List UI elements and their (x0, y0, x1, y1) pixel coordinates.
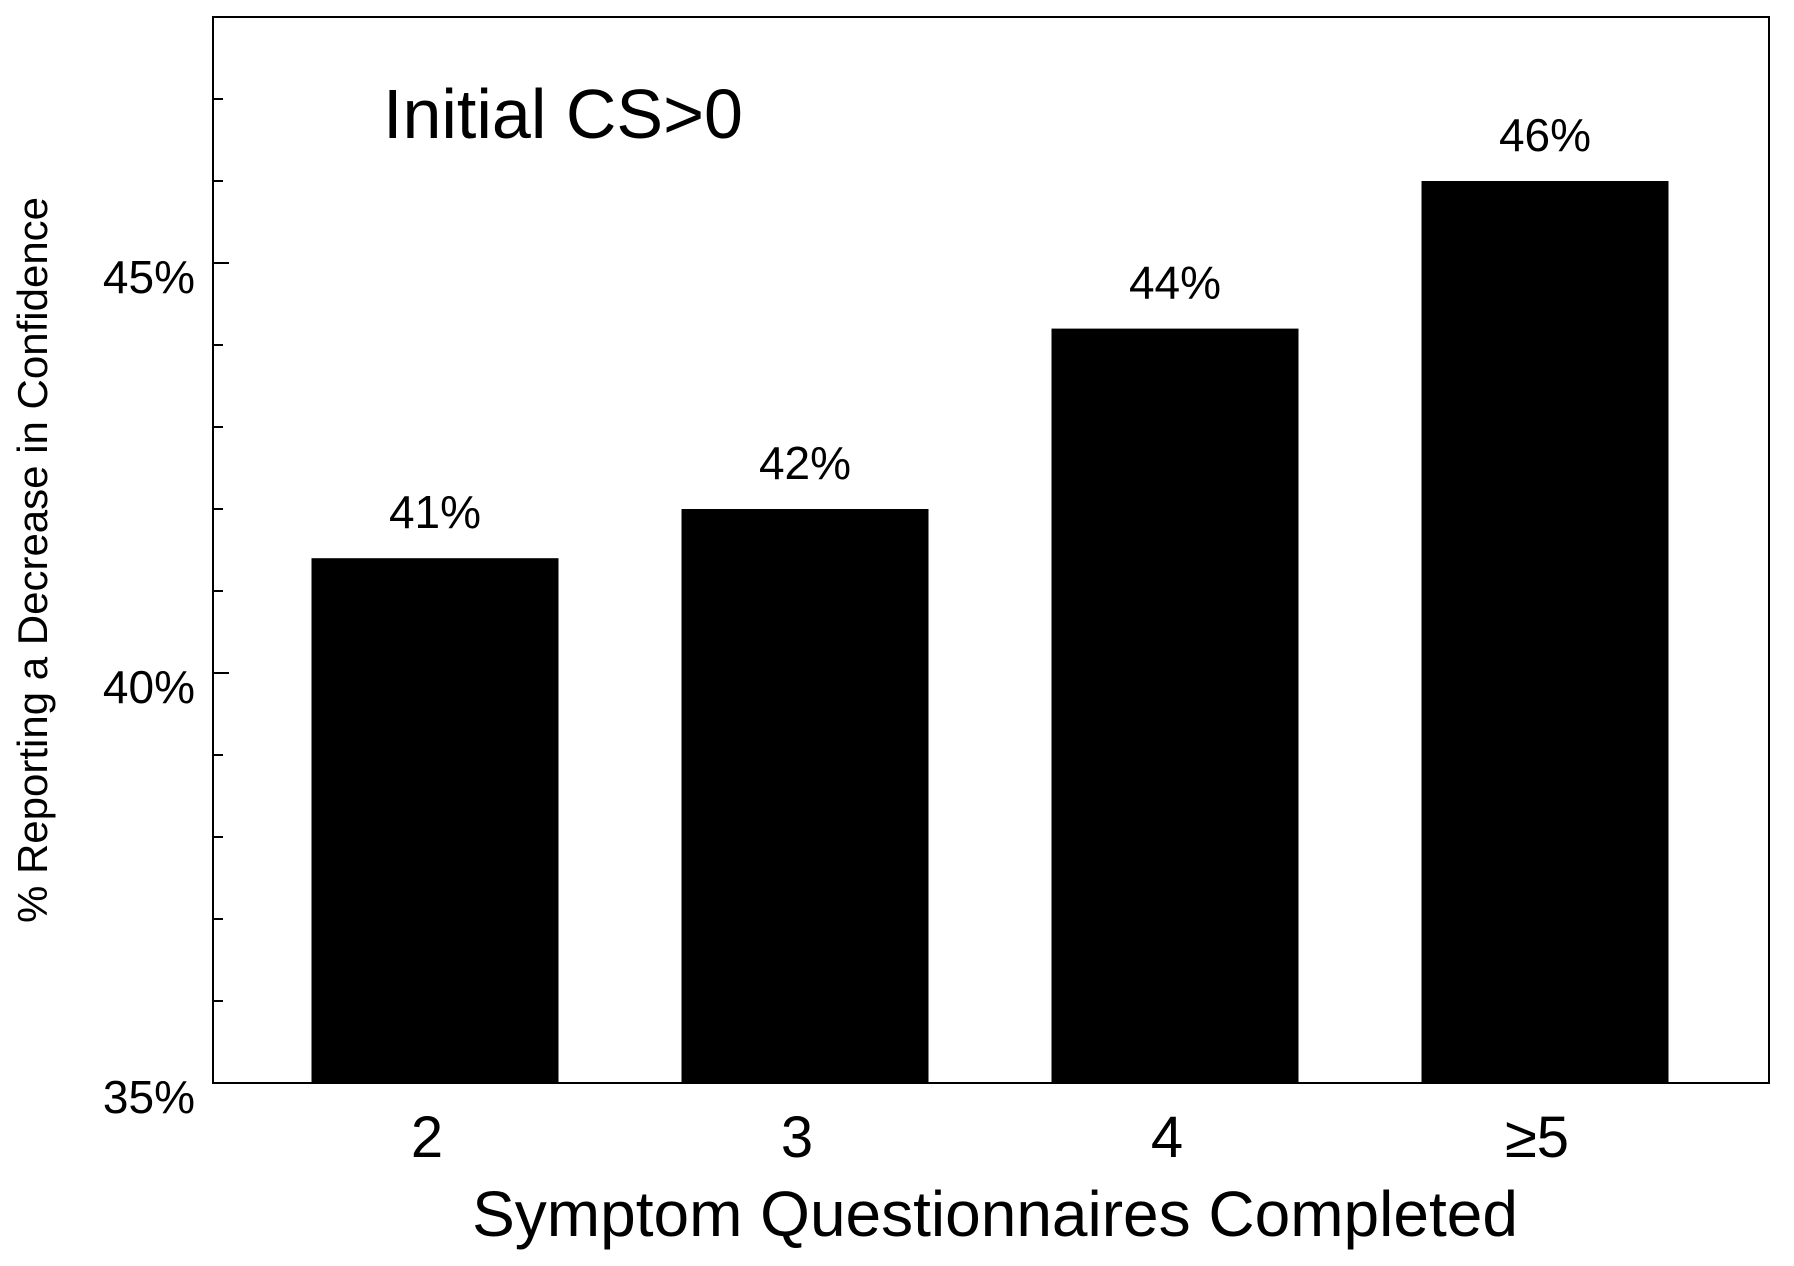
data-label-3: 46% (1499, 109, 1591, 161)
bar-1 (681, 509, 929, 1083)
x-tick-label-1: 3 (781, 1105, 813, 1170)
data-label-1: 42% (759, 437, 851, 489)
data-label-0: 41% (389, 486, 481, 538)
data-label-2: 44% (1129, 257, 1221, 309)
x-tick-label-2: 4 (1151, 1105, 1183, 1170)
x-tick-label-3: ≥5 (1505, 1105, 1569, 1170)
y-tick-label-1: 40% (103, 661, 195, 713)
x-axis-label: Symptom Questionnaires Completed (472, 1178, 1518, 1250)
plot-frame (212, 16, 1770, 1084)
chart-title: Initial CS>0 (383, 75, 743, 153)
y-tick-label-2: 45% (103, 251, 195, 303)
y-tick-label-0: 35% (103, 1071, 195, 1123)
bar-3 (1421, 181, 1669, 1083)
y-axis-label: % Reporting a Decrease in Confidence (9, 197, 56, 923)
bar-2 (1051, 328, 1299, 1084)
bar-0 (311, 558, 559, 1083)
x-tick-label-0: 2 (411, 1105, 443, 1170)
